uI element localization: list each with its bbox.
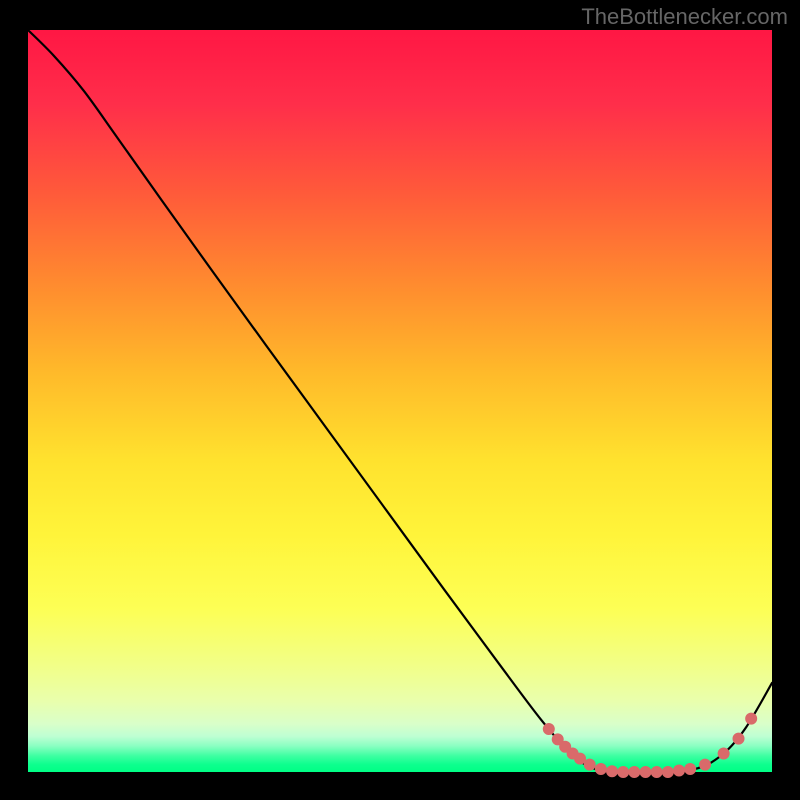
- marker-point: [651, 767, 662, 778]
- watermark-text: TheBottlenecker.com: [581, 4, 788, 30]
- marker-point: [662, 767, 673, 778]
- marker-point: [575, 753, 586, 764]
- marker-point: [584, 759, 595, 770]
- marker-point: [595, 764, 606, 775]
- marker-point: [746, 713, 757, 724]
- marker-point: [607, 766, 618, 777]
- marker-point: [718, 748, 729, 759]
- plot-svg: [0, 0, 800, 800]
- chart-container: TheBottlenecker.com: [0, 0, 800, 800]
- marker-point: [640, 767, 651, 778]
- marker-point: [629, 767, 640, 778]
- plot-background: [28, 30, 772, 772]
- marker-point: [618, 767, 629, 778]
- marker-point: [700, 759, 711, 770]
- marker-point: [674, 765, 685, 776]
- marker-point: [685, 764, 696, 775]
- marker-point: [733, 733, 744, 744]
- marker-point: [543, 723, 554, 734]
